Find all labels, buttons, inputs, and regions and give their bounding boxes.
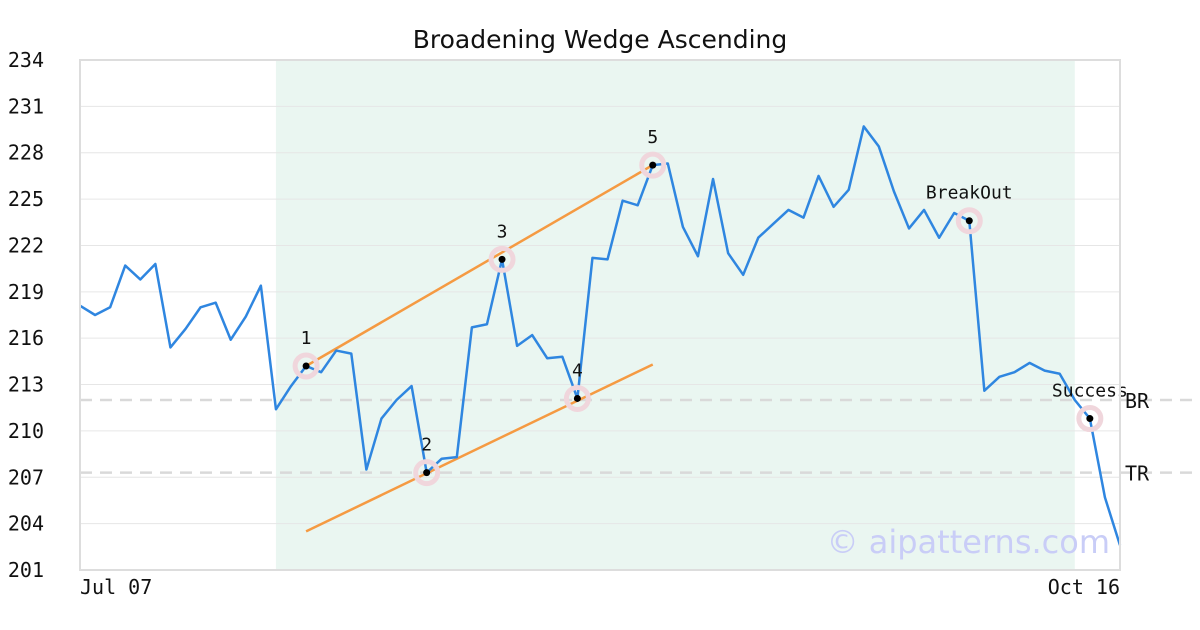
y-tick-label-231: 231 bbox=[8, 94, 44, 118]
point-label-2: 2 bbox=[421, 435, 432, 456]
highlight-layer bbox=[275, 60, 1075, 570]
point-label-breakout: BreakOut bbox=[926, 183, 1013, 204]
points-layer: 1 2 3 4 5 BreakOut Success bbox=[292, 127, 1128, 487]
reference-label-tr: TR bbox=[1125, 462, 1150, 486]
y-tick-label-228: 228 bbox=[8, 141, 44, 165]
reference-lines-layer: BR TR bbox=[80, 389, 1200, 486]
point-label-3: 3 bbox=[497, 221, 508, 242]
point-halo-4 bbox=[563, 384, 591, 412]
point-label-success: Success bbox=[1052, 381, 1128, 402]
point-marker-3 bbox=[498, 255, 506, 263]
trendline-1 bbox=[305, 164, 654, 368]
reference-label-br: BR bbox=[1125, 389, 1150, 413]
y-tick-label-219: 219 bbox=[8, 280, 44, 304]
point-halo-1 bbox=[292, 352, 320, 380]
point-halo-success bbox=[1076, 405, 1104, 433]
x-tick-label-start: Jul 07 bbox=[80, 575, 152, 599]
axes-layer: 201204207210213216219222225228231234Jul … bbox=[8, 48, 1121, 599]
point-marker-2 bbox=[423, 469, 431, 477]
point-halo-5 bbox=[639, 151, 667, 179]
point-marker-4 bbox=[573, 394, 581, 402]
pattern-highlight-band bbox=[275, 60, 1075, 570]
point-label-5: 5 bbox=[647, 127, 658, 148]
chart-title: Broadening Wedge Ascending bbox=[413, 25, 788, 54]
trendline-2 bbox=[305, 363, 654, 533]
point-halo-3 bbox=[488, 245, 516, 273]
point-label-1: 1 bbox=[301, 328, 312, 349]
point-marker-5 bbox=[649, 161, 657, 169]
point-halo-breakout bbox=[955, 207, 983, 235]
y-tick-label-216: 216 bbox=[8, 326, 44, 350]
plot-frame bbox=[79, 59, 1121, 571]
point-label-4: 4 bbox=[572, 360, 583, 381]
point-marker-breakout bbox=[965, 217, 973, 225]
y-tick-label-234: 234 bbox=[8, 48, 44, 72]
point-marker-1 bbox=[302, 362, 310, 370]
point-halo-2 bbox=[413, 459, 441, 487]
point-marker-success bbox=[1086, 415, 1094, 423]
grid-layer bbox=[80, 59, 1120, 571]
y-tick-label-201: 201 bbox=[8, 558, 44, 582]
x-tick-label-end: Oct 16 bbox=[1048, 575, 1120, 599]
y-tick-label-210: 210 bbox=[8, 419, 44, 443]
y-tick-label-207: 207 bbox=[8, 465, 44, 489]
price-line bbox=[79, 125, 1122, 546]
trendlines-layer bbox=[305, 164, 654, 533]
y-tick-label-222: 222 bbox=[8, 233, 44, 257]
y-tick-label-225: 225 bbox=[8, 187, 44, 211]
y-tick-label-213: 213 bbox=[8, 373, 44, 397]
series-layer bbox=[79, 125, 1122, 546]
watermark-text: © aipatterns.com bbox=[827, 523, 1110, 561]
y-tick-label-204: 204 bbox=[8, 512, 44, 536]
